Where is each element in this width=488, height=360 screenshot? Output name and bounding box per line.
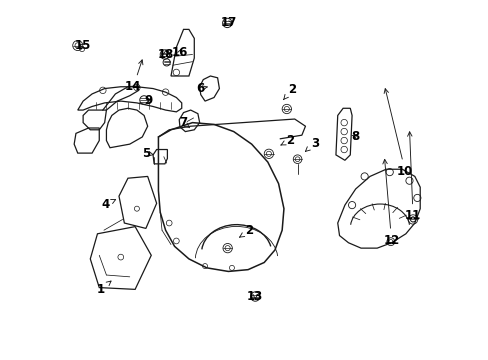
Text: 7: 7 (179, 116, 189, 129)
Text: 3: 3 (305, 136, 318, 152)
Text: 1: 1 (97, 281, 111, 296)
Text: 11: 11 (404, 132, 420, 222)
Text: 10: 10 (384, 89, 412, 177)
Text: 6: 6 (196, 82, 207, 95)
Text: 9: 9 (144, 94, 152, 107)
Text: 16: 16 (171, 46, 188, 59)
Text: 2: 2 (283, 83, 296, 100)
Text: 5: 5 (142, 147, 153, 159)
Text: 17: 17 (220, 17, 236, 30)
Text: 4: 4 (102, 198, 115, 211)
Text: 14: 14 (125, 60, 142, 93)
Text: 2: 2 (239, 224, 253, 238)
Text: 2: 2 (280, 134, 294, 147)
Text: 8: 8 (350, 130, 358, 143)
Text: 13: 13 (246, 290, 263, 303)
Text: 15: 15 (74, 39, 90, 52)
Text: 12: 12 (382, 159, 399, 247)
Text: 18: 18 (157, 48, 173, 60)
